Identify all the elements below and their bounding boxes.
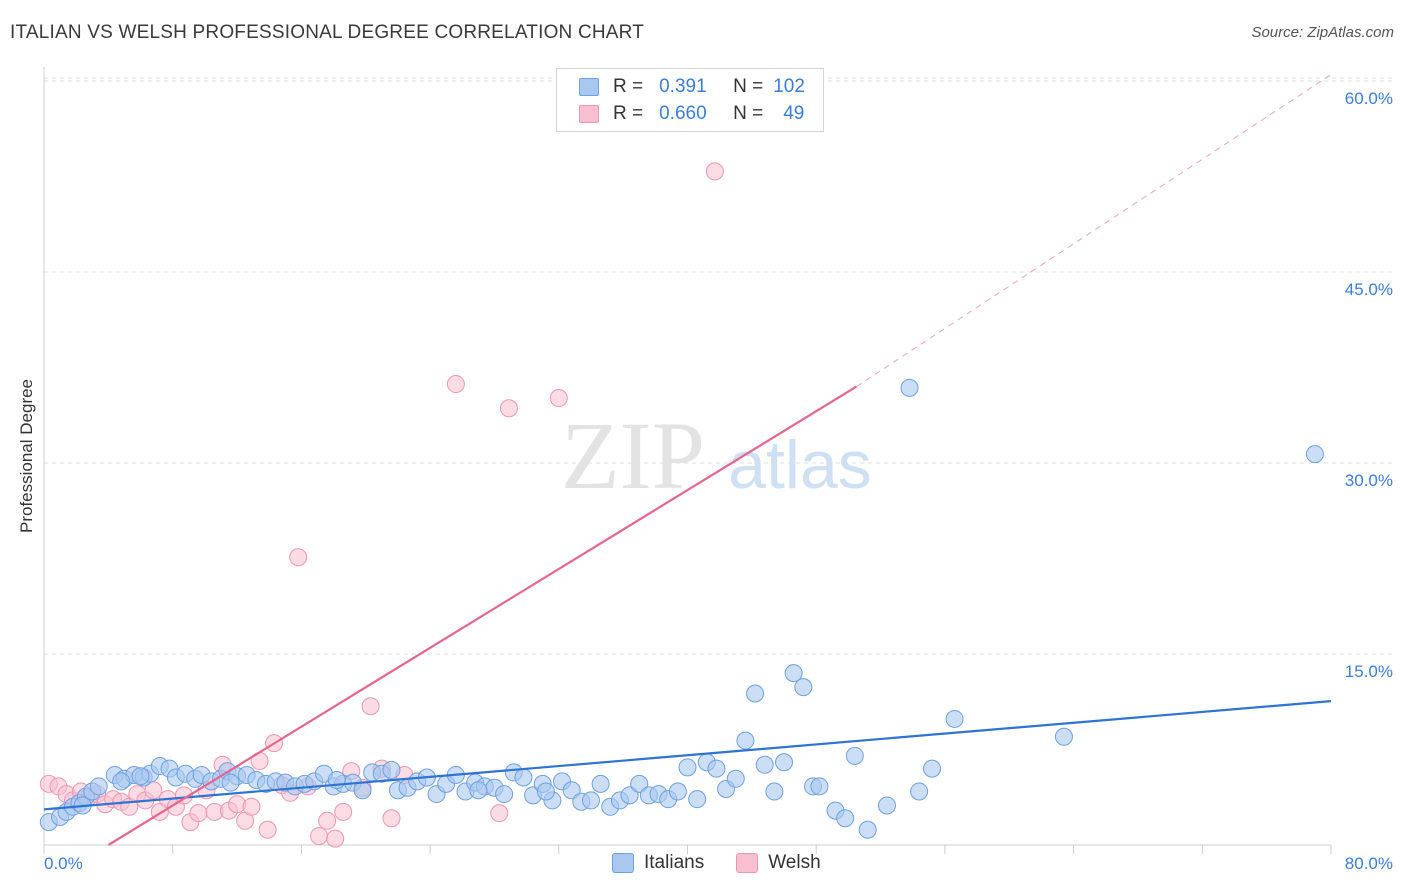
welsh-label: Welsh <box>768 852 821 873</box>
italian-point <box>536 782 555 801</box>
italian-point <box>784 664 803 683</box>
welsh-swatch <box>736 853 759 873</box>
italian-point <box>726 769 745 788</box>
welsh-point <box>549 389 568 408</box>
legend-item-welsh: Welsh <box>736 852 821 874</box>
welsh-point <box>189 804 208 823</box>
italian-point <box>858 820 877 839</box>
italian-point <box>923 759 942 778</box>
bottom-legend: Italians Welsh <box>612 852 853 874</box>
welsh-point <box>382 809 401 828</box>
italian-point <box>591 774 610 793</box>
y-tick-label: 30.0% <box>1345 471 1393 490</box>
italian-point <box>630 774 649 793</box>
y-tick-label: 45.0% <box>1345 280 1393 299</box>
italian-point <box>765 782 784 801</box>
legend-item-italians: Italians <box>612 852 704 874</box>
y-tick-label: 15.0% <box>1345 662 1393 681</box>
italian-point <box>668 782 687 801</box>
source-credit: Source: ZipAtlas.com <box>1251 24 1394 41</box>
italian-point <box>755 755 774 774</box>
welsh-point <box>289 548 308 567</box>
legend: R = 0.391 N = 102 R = 0.660 N = 49 <box>556 68 824 132</box>
italian-point <box>495 785 514 804</box>
tick-labels: 15.0% 30.0% 45.0% 60.0% 0.0% 80.0% <box>44 89 1393 873</box>
italian-point <box>910 782 929 801</box>
chart-title: ITALIAN VS WELSH PROFESSIONAL DEGREE COR… <box>10 22 645 43</box>
x-tick-label: 0.0% <box>44 854 83 873</box>
italian-point <box>736 731 755 750</box>
welsh-trendline <box>107 385 857 846</box>
watermark-zip: ZIP <box>561 402 705 509</box>
italian-point <box>1054 727 1073 746</box>
italians-trendline <box>43 700 1332 811</box>
italians-label: Italians <box>644 852 705 873</box>
welsh-point <box>361 697 380 716</box>
legend-r-value: 0.391 <box>659 76 707 97</box>
italian-point <box>688 790 707 809</box>
legend-r-label: R = <box>613 103 644 124</box>
italian-point <box>469 781 488 800</box>
welsh-point <box>318 811 337 830</box>
italian-point <box>620 786 639 805</box>
welsh-point <box>705 162 724 181</box>
italian-point <box>707 759 726 778</box>
trendlines <box>43 74 1332 846</box>
y-tick-label: 60.0% <box>1345 89 1393 108</box>
italian-point <box>810 777 829 796</box>
legend-row-italians: R = 0.391 N = 102 <box>579 74 805 100</box>
italian-point <box>1305 445 1324 464</box>
watermark-atlas: atlas <box>728 427 872 503</box>
italian-point <box>112 772 131 791</box>
legend-r-value: 0.660 <box>659 103 707 124</box>
italian-point <box>514 768 533 787</box>
italian-point <box>131 767 150 786</box>
y-axis-label: Professional Degree <box>17 378 36 534</box>
welsh-point <box>242 797 261 816</box>
italian-point <box>845 746 864 765</box>
italian-point <box>382 760 401 779</box>
welsh-point <box>334 802 353 821</box>
legend-n-label: N = <box>733 76 764 97</box>
welsh-point <box>499 399 518 418</box>
italian-point <box>678 758 697 777</box>
italians-swatch <box>579 78 599 96</box>
axes <box>43 67 1332 854</box>
welsh-point <box>258 820 277 839</box>
italian-point <box>900 378 919 397</box>
italian-point <box>746 684 765 703</box>
welsh-swatch <box>579 105 599 123</box>
welsh-point <box>490 804 509 823</box>
legend-n-value: 102 <box>773 76 805 97</box>
italian-point <box>945 709 964 728</box>
legend-r-label: R = <box>613 76 644 97</box>
welsh-trendline-extension <box>856 74 1332 388</box>
x-tick-label: 80.0% <box>1345 854 1393 873</box>
legend-n-value: 49 <box>783 103 805 124</box>
italian-point <box>89 777 108 796</box>
italian-point <box>562 781 581 800</box>
italian-point <box>836 809 855 828</box>
welsh-point <box>446 375 465 394</box>
italian-point <box>877 796 896 815</box>
legend-row-welsh: R = 0.660 N = 49 <box>579 101 804 127</box>
welsh-point <box>174 786 193 805</box>
italian-point <box>775 753 794 772</box>
italian-point <box>794 678 813 697</box>
italian-point <box>581 791 600 810</box>
watermark: ZIP atlas <box>561 402 872 509</box>
italian-point <box>221 773 240 792</box>
welsh-point <box>326 829 345 848</box>
italians-swatch <box>612 853 634 873</box>
legend-n-label: N = <box>733 103 764 124</box>
welsh-point <box>310 827 329 846</box>
italian-point <box>353 781 372 800</box>
